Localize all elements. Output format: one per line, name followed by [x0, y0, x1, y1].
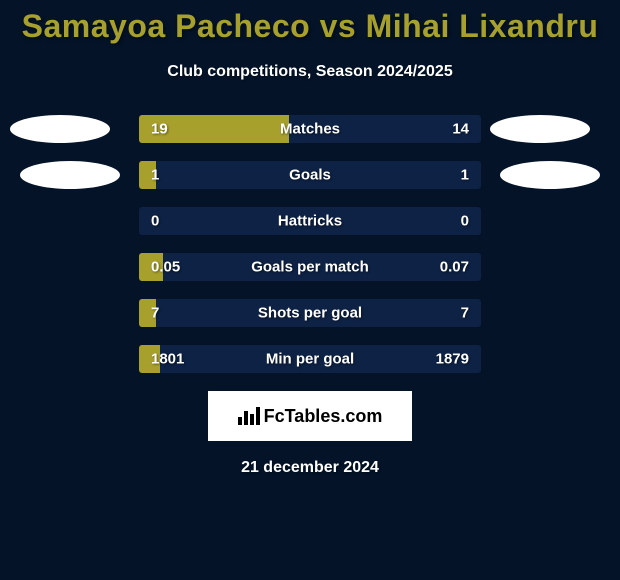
- stat-label: Goals per match: [251, 259, 369, 276]
- comparison-infographic: Samayoa Pacheco vs Mihai Lixandru Club c…: [0, 0, 620, 580]
- stat-value-left: 0: [151, 213, 159, 230]
- player-avatar: [20, 161, 120, 189]
- stats-section: Matches 19 14 Goals 1 1 Hattricks 0 0 Goals per m…: [0, 115, 620, 373]
- player-avatar: [10, 115, 110, 143]
- stat-label: Matches: [280, 121, 340, 138]
- bar-track: Hattricks 0 0: [139, 207, 481, 235]
- brand-logo: FcTables.com: [208, 391, 412, 441]
- stat-value-right: 14: [452, 121, 469, 138]
- bar-track: Shots per goal 7 7: [139, 299, 481, 327]
- stat-label: Goals: [289, 167, 331, 184]
- player-avatar: [490, 115, 590, 143]
- subtitle: Club competitions, Season 2024/2025: [0, 63, 620, 81]
- stat-value-right: 0: [461, 213, 469, 230]
- bars-icon: [238, 407, 260, 425]
- stat-row: Hattricks 0 0: [0, 207, 620, 235]
- page-title: Samayoa Pacheco vs Mihai Lixandru: [0, 0, 620, 45]
- stat-value-left: 0.05: [151, 259, 180, 276]
- stat-row: Goals per match 0.05 0.07: [0, 253, 620, 281]
- player-avatar: [500, 161, 600, 189]
- bar-track: Goals per match 0.05 0.07: [139, 253, 481, 281]
- stat-label: Shots per goal: [258, 305, 362, 322]
- stat-label: Min per goal: [266, 351, 354, 368]
- bar-track: Goals 1 1: [139, 161, 481, 189]
- bar-track: Matches 19 14: [139, 115, 481, 143]
- stat-row: Min per goal 1801 1879: [0, 345, 620, 373]
- bar-track: Min per goal 1801 1879: [139, 345, 481, 373]
- stat-value-right: 1879: [436, 351, 469, 368]
- stat-label: Hattricks: [278, 213, 342, 230]
- date-label: 21 december 2024: [0, 459, 620, 477]
- stat-value-left: 1: [151, 167, 159, 184]
- stat-value-left: 19: [151, 121, 168, 138]
- stat-value-left: 1801: [151, 351, 184, 368]
- stat-row: Shots per goal 7 7: [0, 299, 620, 327]
- stat-value-right: 0.07: [440, 259, 469, 276]
- stat-value-left: 7: [151, 305, 159, 322]
- stat-value-right: 1: [461, 167, 469, 184]
- stat-value-right: 7: [461, 305, 469, 322]
- brand-text: FcTables.com: [264, 406, 383, 427]
